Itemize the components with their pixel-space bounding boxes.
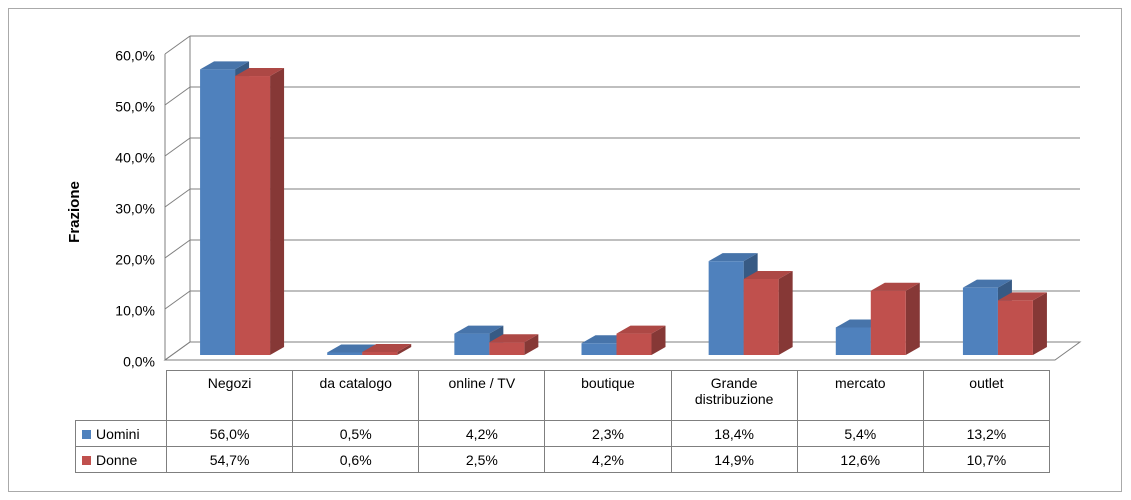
bar — [362, 351, 398, 355]
value-label: 14,9% — [670, 446, 798, 473]
bar-top — [962, 279, 1012, 288]
bar-side — [905, 282, 920, 355]
y-tick-label: 50,0% — [115, 99, 155, 115]
legend-entry: Uomini — [75, 420, 167, 447]
value-label: 13,2% — [922, 420, 1050, 447]
y-axis-label: Frazione — [66, 181, 83, 243]
bar — [616, 333, 652, 355]
table-header-row: Negozi da catalogo online / TV boutique Gran… — [75, 370, 1050, 421]
category-label: mercato — [796, 370, 924, 421]
bar-side — [397, 343, 412, 355]
bar — [327, 352, 363, 355]
grid-line — [164, 86, 191, 106]
value-label: 56,0% — [165, 420, 294, 447]
bar-top — [489, 334, 539, 343]
grid-line — [164, 188, 191, 208]
y-tick-label: 0,0% — [123, 354, 155, 370]
legend-label: Donne — [96, 451, 138, 468]
value-label: 4,2% — [544, 446, 672, 473]
bar-side — [651, 325, 666, 355]
bar-top — [362, 343, 412, 352]
value-label: 18,4% — [670, 420, 798, 447]
bar-top — [870, 282, 920, 291]
grid-line — [164, 35, 191, 55]
bar — [454, 333, 490, 355]
bar — [708, 261, 744, 355]
bar-top — [454, 325, 504, 334]
category-label: Grande distribuzione — [670, 370, 798, 421]
table-row: Donne 54,7% 0,6% 2,5% 4,2% 14,9% 12,6% 10,7% — [75, 446, 1050, 473]
bar-top — [235, 68, 285, 77]
value-label: 5,4% — [796, 420, 924, 447]
bar-side — [270, 68, 285, 355]
legend-entry: Donne — [75, 446, 167, 473]
table-row: Uomini 56,0% 0,5% 4,2% 2,3% 18,4% 5,4% 13,2% — [75, 420, 1050, 447]
grid-line — [164, 341, 191, 361]
data-table: Negozi da catalogo online / TV boutique Gran… — [75, 370, 1050, 473]
legend-label: Uomini — [96, 425, 140, 442]
legend-swatch — [82, 429, 91, 439]
value-label: 2,5% — [418, 446, 546, 473]
grid-line — [164, 290, 191, 310]
value-label: 2,3% — [544, 420, 672, 447]
bar-side — [524, 334, 539, 355]
value-label: 0,6% — [292, 446, 420, 473]
category-label: da catalogo — [292, 370, 420, 421]
bar — [962, 287, 998, 355]
bar-top — [327, 344, 377, 353]
bar — [581, 343, 617, 355]
y-tick-label: 10,0% — [115, 303, 155, 319]
bar-top — [708, 253, 758, 262]
bar — [200, 69, 236, 356]
value-label: 4,2% — [418, 420, 546, 447]
bar — [235, 76, 271, 355]
y-tick-label: 40,0% — [115, 150, 155, 166]
bar-side — [778, 271, 793, 355]
bar — [997, 300, 1033, 355]
value-label: 54,7% — [165, 446, 294, 473]
table-corner — [75, 370, 167, 421]
bar-top — [743, 271, 793, 280]
value-label: 0,5% — [292, 420, 420, 447]
legend-swatch — [82, 455, 91, 465]
category-label: online / TV — [418, 370, 546, 421]
y-tick-label: 60,0% — [115, 48, 155, 64]
value-label: 10,7% — [922, 446, 1050, 473]
bar-top — [616, 325, 666, 334]
grid-line — [164, 239, 191, 259]
category-label: outlet — [922, 370, 1050, 421]
bar-side — [1032, 292, 1047, 355]
value-label: 12,6% — [796, 446, 924, 473]
bar-top — [200, 61, 250, 70]
y-tick-label: 20,0% — [115, 252, 155, 268]
bar — [489, 342, 525, 355]
y-tick-label: 30,0% — [115, 201, 155, 217]
grid-line — [164, 137, 191, 157]
bar — [835, 327, 871, 355]
bar — [743, 279, 779, 355]
bar — [870, 290, 906, 355]
category-label: boutique — [544, 370, 672, 421]
chart-border — [8, 8, 1122, 492]
bar-top — [997, 292, 1047, 301]
category-label: Negozi — [165, 370, 294, 421]
